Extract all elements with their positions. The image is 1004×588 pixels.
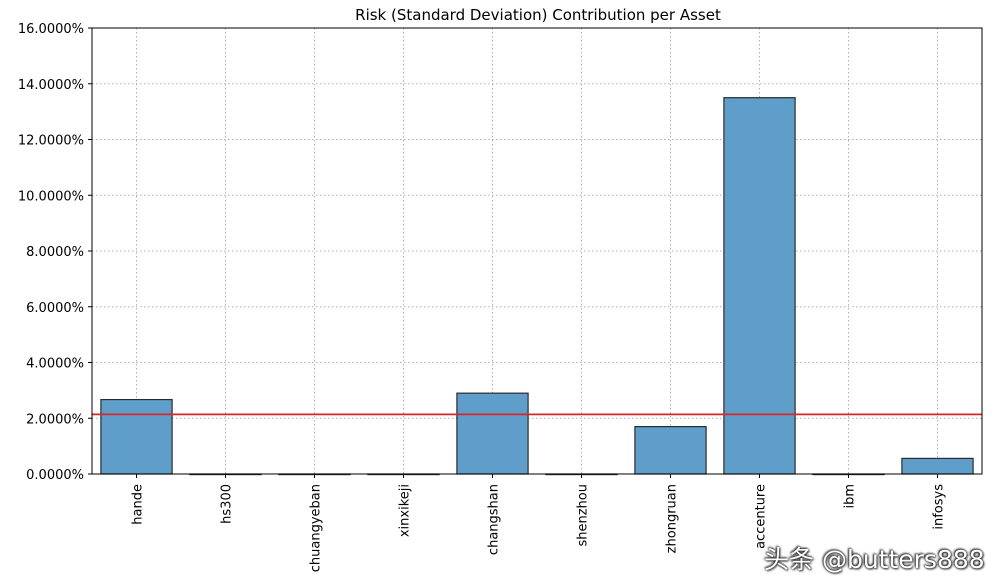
y-tick-label: 16.0000% (18, 22, 84, 37)
bar-accenture (723, 97, 796, 475)
x-tick-label: hs300 (220, 484, 235, 524)
x-tick-label: shenzhou (576, 484, 591, 547)
x-tick-label: infosys (932, 484, 947, 530)
x-tick-label: xinxikeji (398, 484, 413, 537)
y-tick-label: 0.0000% (26, 468, 84, 483)
x-tick-label: changshan (487, 484, 502, 555)
bar-hande (100, 398, 173, 475)
y-tick-label: 8.0000% (26, 245, 84, 260)
y-tick-label: 2.0000% (26, 412, 84, 427)
grid-lines (92, 28, 982, 474)
y-tick-label: 10.0000% (18, 189, 84, 204)
bar-infosys (901, 457, 974, 475)
y-axis: 0.0000% 2.0000% 4.0000% 6.0000% 8.0000% 10.00… (18, 22, 92, 483)
x-tick-label: hande (131, 484, 146, 525)
y-tick-label: 14.0000% (18, 78, 84, 93)
watermark: 头条 @butters888 (764, 545, 985, 574)
x-tick-label: accenture (754, 484, 769, 549)
bar-zhongruan (634, 426, 707, 475)
y-tick-label: 12.0000% (18, 134, 84, 149)
x-tick-label: zhongruan (665, 484, 680, 553)
x-tick-label: ibm (843, 484, 858, 509)
bar-changshan (456, 392, 529, 475)
x-axis: hande hs300 chuangyeban xinxikeji changshan s… (131, 474, 947, 572)
x-tick-label: chuangyeban (309, 484, 324, 572)
chart-title: Risk (Standard Deviation) Contribution p… (355, 6, 721, 24)
y-tick-label: 4.0000% (26, 357, 84, 372)
y-tick-label: 6.0000% (26, 301, 84, 316)
